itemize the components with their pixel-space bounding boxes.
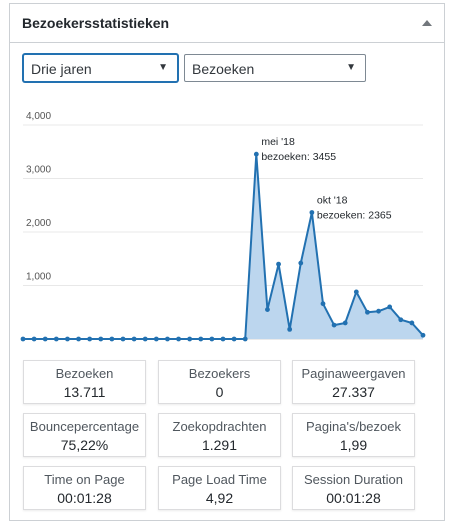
data-point — [387, 304, 393, 310]
data-point — [53, 336, 59, 342]
visitor-stats-widget: Bezoekersstatistieken Drie jaren ▼ Bezoe… — [9, 3, 445, 521]
data-point — [87, 336, 93, 342]
stat-value: 1,99 — [339, 437, 368, 453]
annotation-value: bezoeken: 3455 — [261, 151, 336, 163]
y-tick-label: 4,000 — [26, 111, 51, 122]
stat-label: Pagina's/bezoek — [306, 419, 401, 434]
stat-label: Bezoekers — [188, 366, 251, 381]
data-point — [409, 320, 415, 326]
data-point — [20, 336, 26, 342]
collapse-toggle-button[interactable] — [416, 12, 438, 34]
data-point — [76, 336, 81, 342]
stat-label: Time on Page — [44, 472, 125, 487]
data-point — [109, 336, 115, 342]
data-point — [353, 289, 359, 295]
stat-value: 1.291 — [201, 437, 238, 453]
data-point — [365, 309, 370, 315]
stat-card-zoekopdrachten: Zoekopdrachten 1.291 — [158, 413, 281, 457]
series-area — [23, 154, 423, 339]
data-point — [309, 210, 315, 215]
stat-value: 00:01:28 — [326, 490, 381, 506]
data-point — [42, 336, 48, 342]
data-point — [31, 336, 37, 342]
stat-card-bezoekers: Bezoekers 0 — [158, 360, 281, 404]
period-select[interactable]: Drie jaren ▼ — [23, 54, 178, 82]
stat-card-paginaweergaven: Paginaweergaven 27.337 — [292, 360, 415, 404]
widget-header: Bezoekersstatistieken — [10, 4, 444, 43]
stat-value: 0 — [215, 384, 224, 400]
stat-card-bezoeken: Bezoeken 13.711 — [23, 360, 146, 404]
y-tick-label: 3,000 — [26, 165, 51, 176]
widget-title: Bezoekersstatistieken — [22, 15, 170, 31]
metric-select[interactable]: Bezoeken ▼ — [184, 54, 366, 82]
data-point — [142, 336, 148, 342]
stat-card-time-on-page: Time on Page 00:01:28 — [23, 466, 146, 510]
stat-card-session-duration: Session Duration 00:01:28 — [292, 466, 415, 510]
stat-label: Bouncepercentage — [29, 419, 140, 434]
stat-card-bouncepercentage: Bouncepercentage 75,22% — [23, 413, 146, 457]
stat-card-page-load-time: Page Load Time 4,92 — [158, 466, 281, 510]
stat-value: 4,92 — [205, 490, 234, 506]
data-point — [120, 336, 126, 342]
stat-label: Page Load Time — [172, 472, 267, 487]
data-point — [242, 336, 248, 342]
data-point — [153, 336, 159, 342]
data-point — [331, 322, 337, 328]
data-point — [165, 336, 170, 342]
annotation-value: bezoeken: 2365 — [317, 210, 392, 222]
dropdown-arrow-icon: ▼ — [346, 62, 356, 73]
metric-select-value: Bezoeken — [192, 61, 255, 77]
data-point — [220, 336, 226, 342]
data-point — [209, 336, 215, 342]
data-point — [420, 332, 426, 338]
stat-card-paginas-per-bezoek: Pagina's/bezoek 1,99 — [292, 413, 415, 457]
data-point — [65, 336, 70, 342]
annotation-date: mei '18 — [261, 136, 295, 148]
stat-label: Session Duration — [304, 472, 403, 487]
data-point — [265, 307, 270, 312]
stat-label: Paginaweergaven — [301, 366, 406, 381]
visits-chart: 1,000 2,000 3,000 4,000 mei '18 bezoeken: 345… — [20, 111, 426, 342]
stat-value: 13.711 — [63, 384, 106, 400]
data-point — [276, 261, 281, 267]
data-point — [98, 336, 104, 342]
stat-value: 27.337 — [332, 384, 375, 400]
stat-value: 75,22% — [60, 437, 109, 453]
period-select-value: Drie jaren — [31, 61, 92, 77]
y-tick-label: 2,000 — [26, 218, 51, 229]
data-point — [287, 326, 293, 332]
data-point — [131, 336, 137, 342]
stat-label: Zoekopdrachten — [172, 419, 267, 434]
data-point — [253, 151, 259, 157]
data-point — [176, 336, 181, 342]
stat-label: Bezoeken — [55, 366, 114, 381]
annotation-date: okt '18 — [317, 195, 348, 207]
data-point — [198, 336, 204, 342]
dropdown-arrow-icon: ▼ — [158, 62, 168, 73]
data-point — [320, 301, 326, 307]
stat-value: 00:01:28 — [57, 490, 112, 506]
data-point — [398, 317, 404, 323]
data-point — [298, 260, 304, 266]
data-point — [376, 308, 381, 314]
data-point — [231, 336, 237, 342]
y-tick-label: 1,000 — [26, 272, 51, 283]
data-point — [187, 336, 193, 342]
data-point — [342, 320, 348, 326]
